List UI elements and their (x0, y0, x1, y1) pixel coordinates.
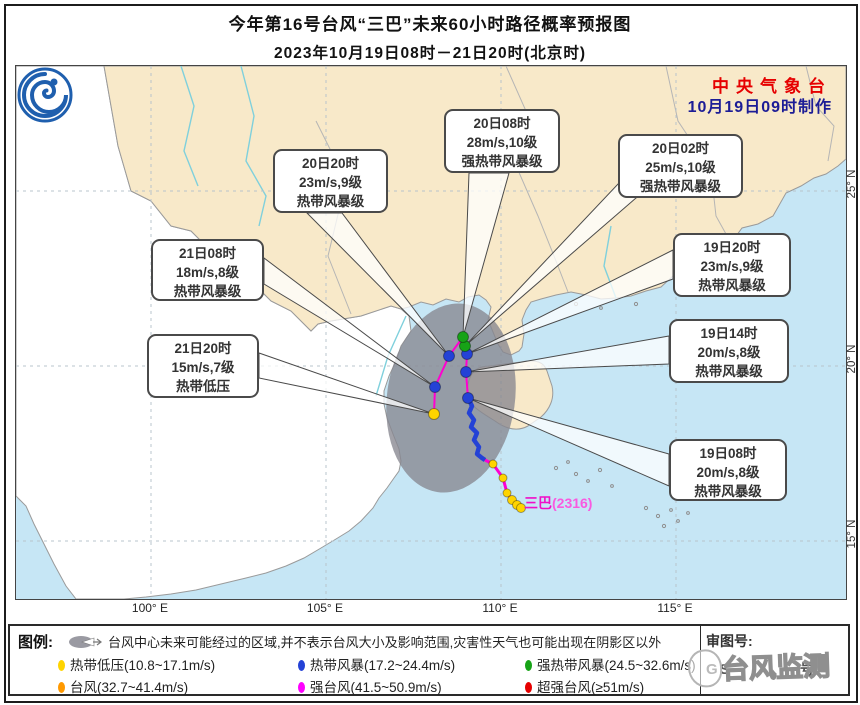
callout-21d08[interactable]: 21日08时 18m/s,8级 热带风暴级 (151, 239, 264, 301)
callout-wind: 15m/s,7级 (171, 360, 235, 375)
callout-wind: 28m/s,10级 (466, 135, 538, 150)
callout-19d08[interactable]: 19日08时 20m/s,8级 热带风暴级 (669, 439, 787, 501)
lat-label-15n: 15° N (846, 519, 858, 549)
typhoon-dot-icon (58, 682, 65, 693)
callout-20d20[interactable]: 20日20时 23m/s,9级 热带风暴级 (273, 149, 388, 213)
lon-label-105e: 105° E (306, 601, 344, 615)
callout-19d20[interactable]: 19日20时 23m/s,9级 热带风暴级 (673, 233, 791, 297)
callout-time: 19日08时 (699, 446, 757, 461)
callout-wind: 23m/s,9级 (298, 175, 363, 190)
callout-time: 20日02时 (651, 141, 710, 156)
lon-label-110e: 110° E (482, 601, 518, 615)
callout-level: 热带风暴级 (694, 484, 762, 499)
title-line2: 2023年10月19日08时－21日20时(北京时) (273, 45, 586, 62)
legend-item-ty: 台风(32.7~41.4m/s) (58, 676, 188, 696)
callout-wind: 25m/s,10级 (645, 160, 716, 175)
callout-wind: 20m/s,8级 (697, 345, 761, 360)
storm-name: 三巴 (524, 495, 552, 511)
tropical-storm-dot-icon (298, 660, 305, 671)
review-number-label: 审图号: (706, 633, 753, 649)
title-line1: 今年第16号台风“三巴”未来60小时路径概率预报图 (228, 15, 632, 34)
lon-label-115e: 115° E (657, 601, 693, 615)
legend-title: 图例: (18, 634, 53, 651)
callout-20d02[interactable]: 20日02时 25m/s,10级 强热带风暴级 (618, 134, 743, 198)
callout-time: 19日14时 (700, 326, 758, 341)
callout-level: 热带低压 (176, 379, 230, 394)
severe-tropical-storm-dot-icon (525, 660, 532, 671)
legend-item-ts: 热带风暴(17.2~24.4m/s) (298, 654, 455, 674)
lat-label-20n: 20° N (846, 344, 858, 374)
watermark-text: 台风监测 (721, 650, 831, 685)
legend-item-suty: 超强台风(≥51m/s) (525, 676, 644, 696)
callout-21d20[interactable]: 21日20时 15m/s,7级 热带低压 (147, 334, 259, 398)
watermark-logo-icon (687, 648, 723, 688)
storm-name-label: 三巴(2316) (524, 493, 592, 513)
forecast-map[interactable]: 中央气象台 10月19日09时制作 19日08时 20m/s,8级 热带风暴级 … (15, 65, 858, 600)
severe-typhoon-dot-icon (298, 682, 305, 693)
callout-level: 强热带风暴级 (461, 154, 543, 169)
watermark: 台风监测 (687, 643, 860, 688)
legend-cone-text: 台风中心未来可能经过的区域,并不表示台风大小及影响范围,灾害性天气也可能出现在阴… (108, 635, 662, 650)
super-typhoon-dot-icon (525, 682, 532, 693)
legend-item-td: 热带低压(10.8~17.1m/s) (58, 654, 215, 674)
callout-level: 热带风暴级 (698, 278, 766, 293)
legend-panel: 图例: 台风中心未来可能经过的区域,并不表示台风大小及影响范围,灾害性天气也可能… (8, 624, 850, 696)
callout-level: 强热带风暴级 (640, 179, 721, 194)
lat-label-25n: 25° N (846, 169, 858, 199)
callout-time: 20日20时 (301, 156, 360, 171)
callout-level: 热带风暴级 (296, 194, 365, 209)
legend-item-sty: 强台风(41.5~50.9m/s) (298, 676, 442, 696)
callout-level: 热带风暴级 (695, 364, 763, 379)
callout-time: 21日08时 (178, 246, 237, 261)
callout-wind: 20m/s,8级 (696, 465, 760, 480)
page-title: 今年第16号台风“三巴”未来60小时路径概率预报图 2023年10月19日08时… (0, 10, 860, 63)
callout-time: 20日08时 (473, 116, 531, 131)
agency-stamp: 中央气象台 10月19日09时制作 (688, 76, 832, 118)
tropical-depression-dot-icon (58, 660, 65, 671)
typhoon-track (428, 331, 526, 513)
callout-wind: 18m/s,8级 (175, 265, 240, 280)
issue-time: 10月19日09时制作 (687, 99, 832, 116)
callout-20d08[interactable]: 20日08时 28m/s,10级 强热带风暴级 (444, 109, 560, 173)
callout-time: 21日20时 (174, 341, 232, 356)
callout-leaders (258, 172, 674, 487)
callout-19d14[interactable]: 19日14时 20m/s,8级 热带风暴级 (669, 319, 789, 383)
rivers (180, 66, 617, 397)
callout-wind: 23m/s,9级 (700, 259, 764, 274)
agency-name: 中央气象台 (712, 77, 832, 96)
lon-label-100e: 100° E (131, 601, 169, 615)
map-canvas (16, 66, 846, 599)
probability-cone (386, 303, 516, 493)
cma-logo-icon (17, 67, 73, 123)
legend-item-sts: 强热带风暴(24.5~32.6m/s) (525, 654, 696, 674)
probability-cone-icon (69, 636, 102, 648)
storm-code: (2316) (552, 495, 593, 511)
callout-time: 19日20时 (703, 240, 761, 255)
callout-level: 热带风暴级 (173, 284, 242, 299)
